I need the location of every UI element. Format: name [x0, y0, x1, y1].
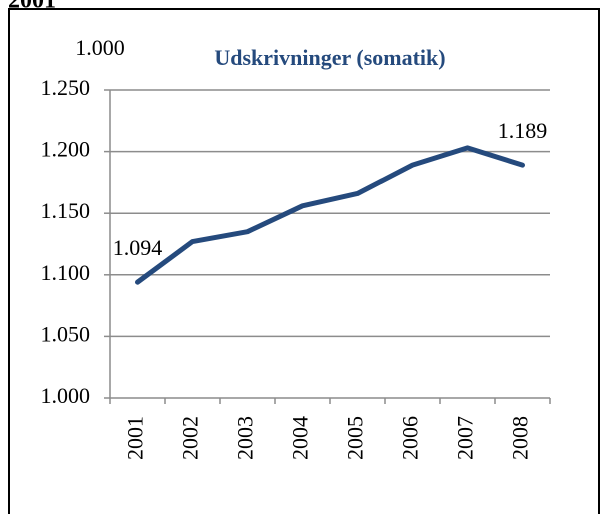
- x-tick-label: 2003: [233, 416, 258, 460]
- unit-label: 1.000: [75, 35, 125, 60]
- y-tick-label: 1.200: [41, 137, 91, 162]
- x-tick-label: 2001: [123, 416, 148, 460]
- frame: [8, 8, 600, 514]
- x-tick-label: 2005: [343, 416, 368, 460]
- data-label: 1.189: [498, 118, 548, 143]
- y-tick-label: 1.050: [41, 321, 91, 346]
- x-tick-label: 2006: [398, 416, 423, 460]
- x-tick-label: 2008: [508, 416, 533, 460]
- x-tick-label: 2007: [453, 416, 478, 460]
- y-tick-label: 1.250: [41, 75, 91, 100]
- data-label: 1.094: [113, 235, 163, 260]
- chart-title: Udskrivninger (somatik): [214, 45, 445, 70]
- x-tick-label: 2002: [178, 416, 203, 460]
- y-tick-label: 1.100: [41, 260, 91, 285]
- x-tick-label: 2004: [288, 416, 313, 460]
- heading: 2001: [8, 0, 56, 14]
- y-tick-label: 1.150: [41, 198, 91, 223]
- line: [135, 145, 525, 285]
- y-tick-label: 1.000: [41, 383, 91, 408]
